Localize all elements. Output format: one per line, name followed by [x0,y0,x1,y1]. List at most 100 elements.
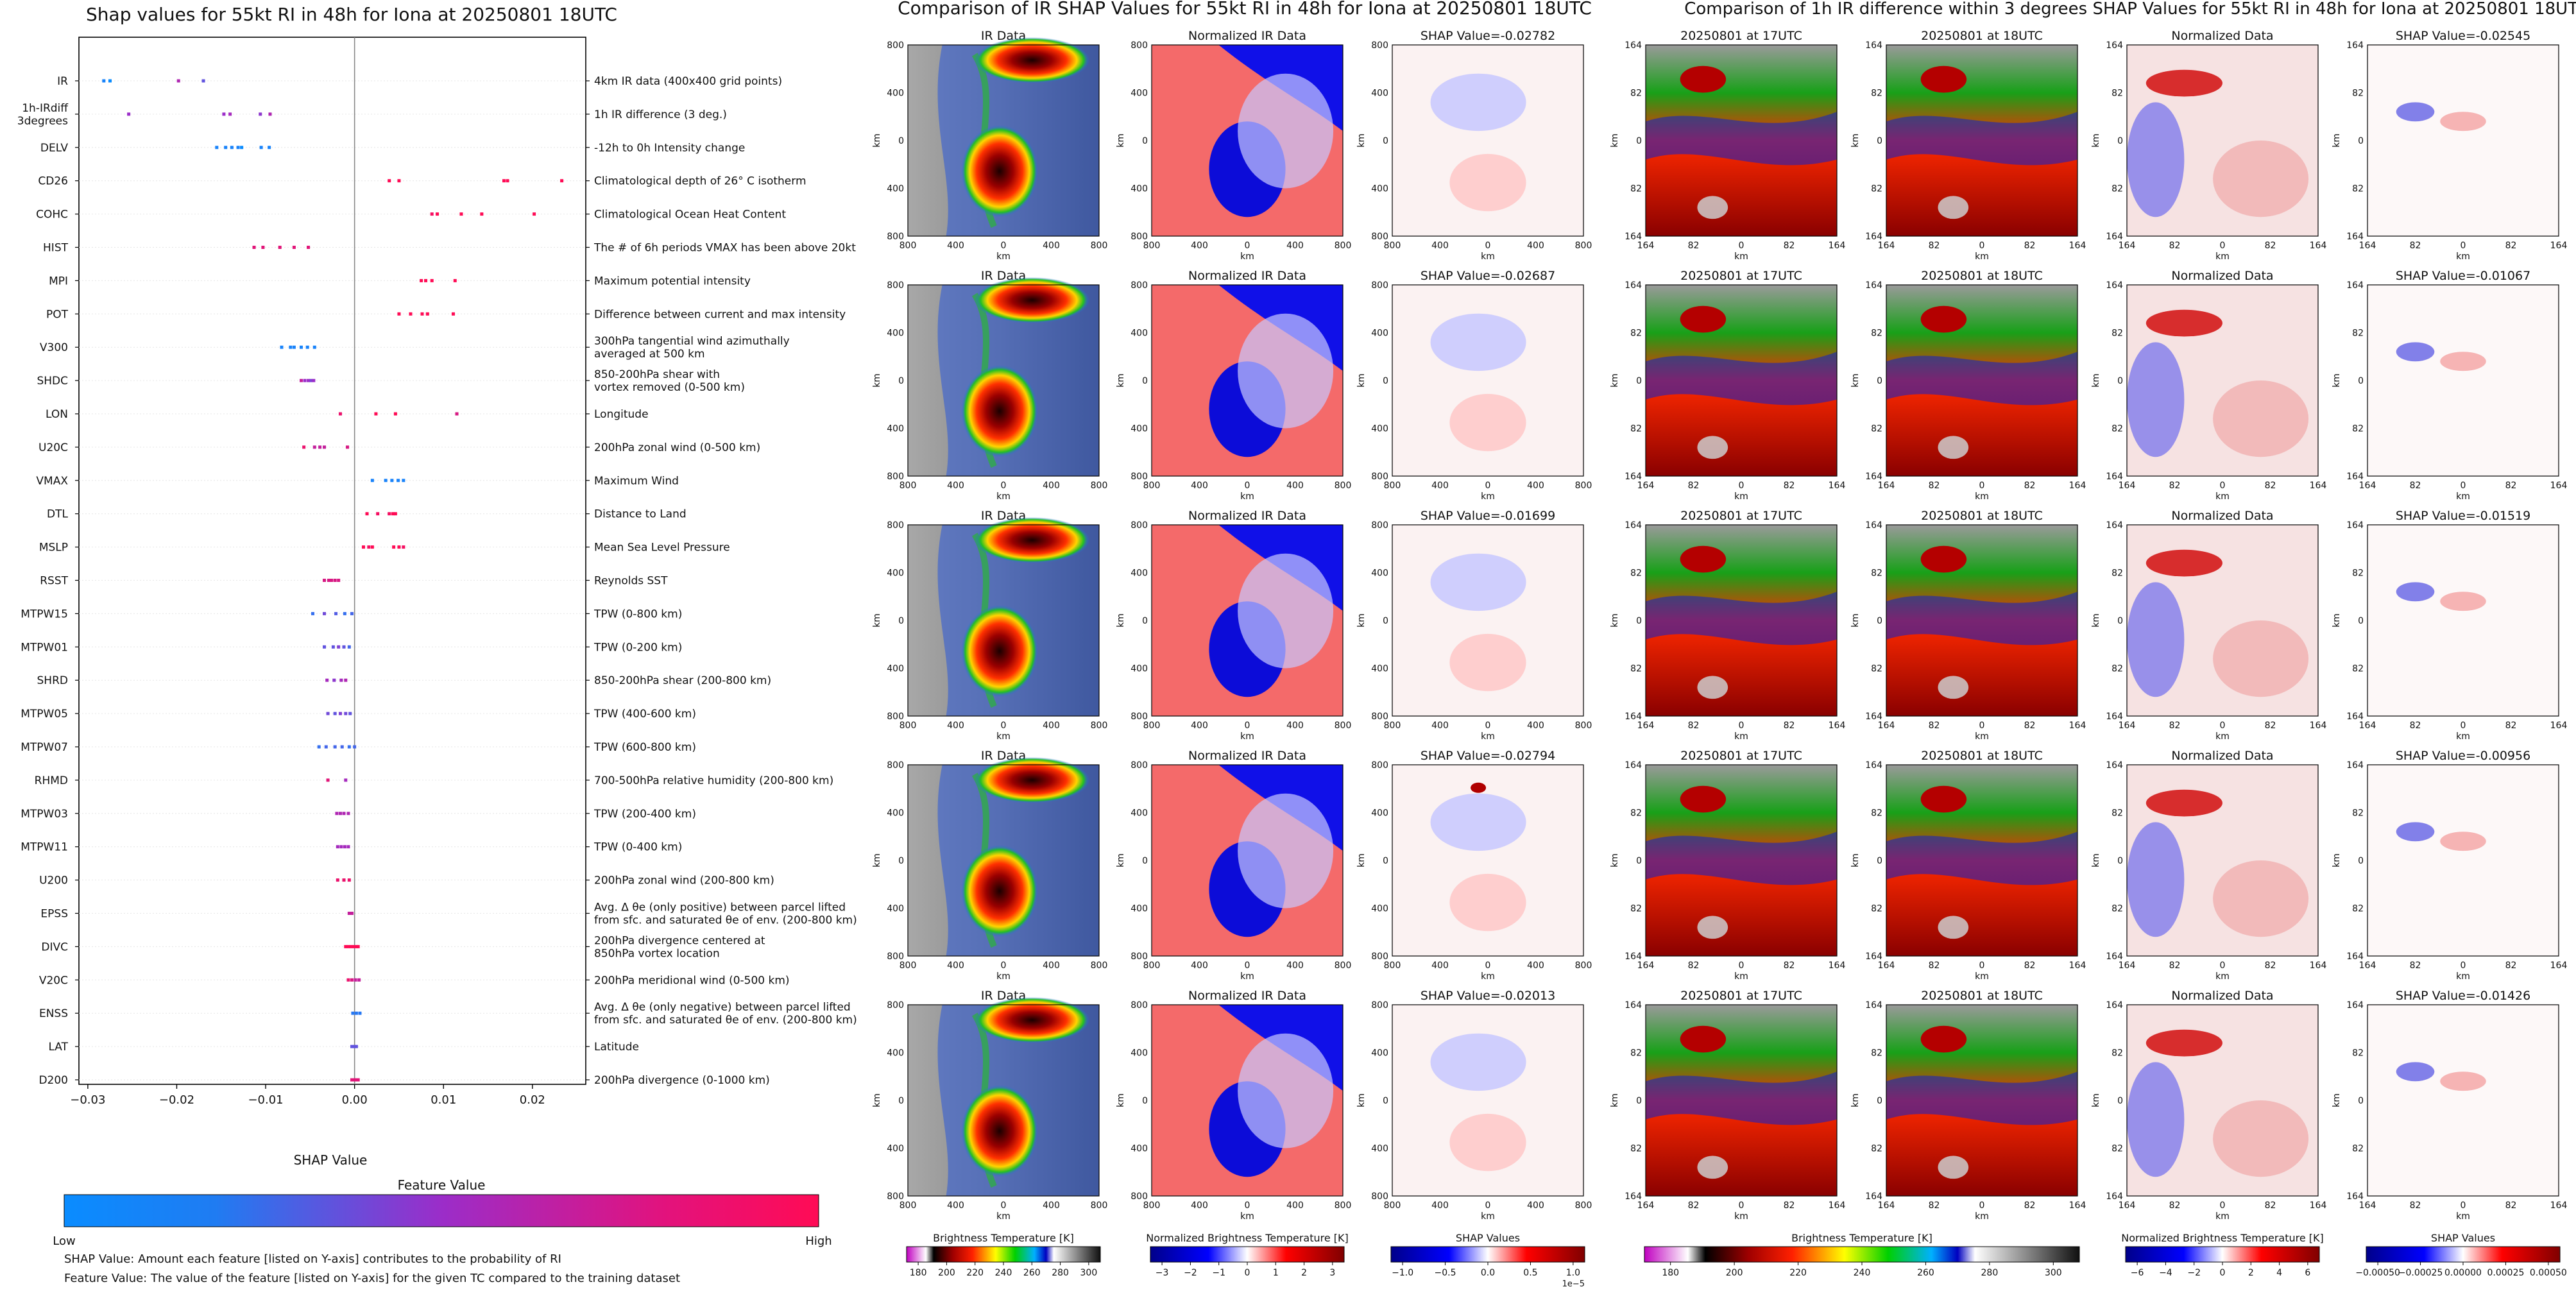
y-tick-label: 164 [2346,472,2364,482]
colorbar-tick-label: 1.0 [1566,1268,1580,1278]
y-tick-label: 0 [1142,136,1148,146]
colorbar-tick-label: 220 [1789,1268,1807,1278]
y-tick-label: 400 [1130,329,1148,339]
y-tick-label: 400 [1130,1144,1148,1154]
shap-point [350,1045,354,1048]
colorbar-label: SHAP Values [2431,1232,2495,1244]
x-tick-label: 82 [2024,1200,2036,1211]
feature-description: TPW (400-600 km) [593,708,696,721]
shap-point [278,246,282,249]
x-tick-label: 0 [2461,721,2466,731]
x-tick-label: 0 [1485,960,1491,971]
y-tick-label: 800 [1130,472,1148,482]
y-tick-label: 400 [1371,329,1388,339]
x-tick-label: 800 [1335,481,1352,491]
panel-frame [1392,524,1584,717]
x-axis-label: km [1481,971,1495,982]
x-tick-label: 0 [1485,1200,1491,1211]
colorbar: Brightness Temperature [K] 180 200 220 240 26… [1644,1232,2080,1278]
y-axis-label: km [872,853,882,867]
x-tick-label: 82 [1784,721,1795,731]
y-tick-label: 400 [1371,424,1388,434]
y-tick-label: 800 [1371,472,1388,482]
x-tick-label: 0 [2461,1200,2466,1211]
x-axis-label: SHAP Value [294,1152,368,1168]
panel-frame [907,284,1100,477]
feature-description: -12h to 0h Intensity change [594,142,745,155]
shap-point [358,1011,362,1015]
x-tick-label: 800 [900,960,917,971]
y-tick-label: 164 [1625,232,1642,242]
x-tick-label: 0 [1485,481,1491,491]
x-tick-label: 82 [2410,721,2421,731]
x-tick-label: 800 [1143,721,1161,731]
shap-point [325,678,329,682]
shap-point [397,545,401,549]
x-tick-label: 800 [1143,481,1161,491]
shap-point [342,878,346,882]
x-axis-label: km [1975,491,1989,502]
colorbar-gradient [1644,1246,2080,1263]
y-tick-label: 800 [887,40,904,51]
y-axis-label: km [1610,373,1620,388]
y-tick-label: 800 [1371,232,1388,242]
feature-name: DTL [47,508,68,521]
x-tick-label: 82 [2024,481,2036,491]
x-axis-label: km [1734,491,1748,502]
x-tick-label: 400 [1286,1200,1304,1211]
y-tick-label: 164 [1625,472,1642,482]
x-tick-label: 400 [1191,1200,1208,1211]
shap-point [342,645,346,649]
x-tick-label: 164 [2119,1200,2136,1211]
x-tick-label: 82 [2505,1200,2517,1211]
x-tick-label: 82 [1929,721,1940,731]
x-tick-label: 800 [1335,721,1352,731]
x-tick-label: 400 [1191,481,1208,491]
shap-point [333,579,337,582]
shap-point [409,312,413,316]
x-axis-label: km [996,731,1011,742]
x-tick-label: 400 [1191,960,1208,971]
shap-point [480,212,484,216]
y-tick-label: 0 [2117,616,2123,626]
y-tick-label: 800 [1130,40,1148,51]
x-axis-label: km [1240,1211,1254,1222]
y-axis-label: km [1116,373,1126,388]
shap-point [350,978,354,982]
y-axis-label: km [2332,613,2342,627]
shap-point [430,212,434,216]
y-axis-label: km [2091,373,2101,388]
x-tick-label: 400 [1527,960,1544,971]
x-tick-label: 800 [1143,241,1161,251]
panel-frame [2126,284,2319,477]
y-tick-label: 164 [2346,40,2364,51]
x-tick-label: 400 [947,721,964,731]
y-tick-label: 82 [1630,89,1642,99]
x-tick-label: 82 [2169,481,2181,491]
shap-point [384,479,388,482]
x-tick-label: 400 [947,960,964,971]
feature-name: DELV [40,142,68,155]
y-tick-label: 164 [1865,1191,1882,1202]
shap-point [453,278,457,282]
x-tick-label: 0.00 [342,1093,368,1107]
x-tick-label: 164 [2550,721,2568,731]
x-axis-label: km [2215,252,2230,262]
colorbar-tick-label: 0.0 [1481,1268,1495,1278]
y-axis-label: km [1610,1093,1620,1107]
feature-description: 700-500hPa relative humidity (200-800 km… [594,774,833,787]
feature-description: TPW (0-200 km) [593,641,682,654]
y-tick-label: 164 [2346,712,2364,722]
y-tick-label: 164 [2346,232,2364,242]
y-tick-label: 400 [1130,424,1148,434]
panel-frame [1886,524,2078,717]
y-tick-label: 0 [898,856,904,866]
grid-colorbars: Brightness Temperature [K]180 200 220 240 26… [906,1232,2567,1289]
x-tick-label: 0.01 [431,1093,456,1107]
feature-description: Longitude [594,408,649,421]
feature-description: 1h IR difference (3 deg.) [594,108,727,121]
